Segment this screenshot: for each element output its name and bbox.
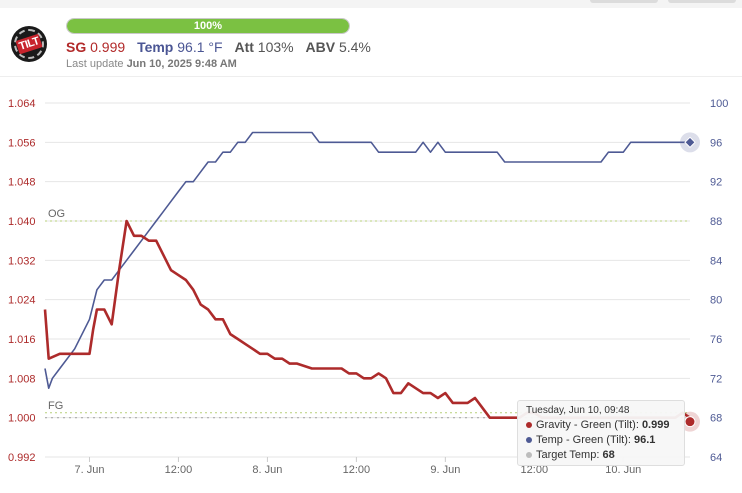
temp-stat: Temp 96.1 °F (137, 39, 223, 55)
temp-label: Temp (137, 39, 174, 55)
att-value: 103% (257, 39, 294, 55)
header-divider (0, 76, 742, 77)
y-right-tick-label: 68 (710, 413, 722, 425)
y-right-tick-label: 76 (710, 334, 722, 346)
tooltip-temp-value: 96.1 (634, 434, 656, 446)
sg-label: SG (66, 39, 87, 55)
last-update: Last update Jun 10, 2025 9:48 AM (66, 58, 237, 70)
last-update-value: Jun 10, 2025 9:48 AM (126, 58, 237, 70)
sg-stat: SG 0.999 (66, 39, 125, 55)
x-tick-label: 9. Jun (430, 464, 460, 476)
tooltip-gravity-value: 0.999 (641, 419, 670, 431)
tilt-logo: TILT (11, 26, 47, 62)
temp-dot-icon (526, 437, 532, 444)
x-tick-label: 12:00 (343, 464, 371, 476)
y-left-tick-label: 0.992 (8, 452, 36, 464)
top-strip (0, 0, 742, 8)
gravity-dot-icon (526, 422, 532, 429)
logo-ring (14, 29, 44, 59)
y-right-tick-label: 88 (710, 216, 722, 228)
y-left-tick-label: 1.008 (8, 373, 36, 385)
tooltip-target-label: Target Temp: (536, 449, 603, 461)
y-left-tick-label: 1.024 (8, 295, 36, 307)
att-label: Att (234, 39, 254, 55)
fermentation-progress-bar: 100% (66, 18, 350, 34)
sg-value: 0.999 (90, 39, 126, 55)
y-right-tick-label: 72 (710, 373, 722, 385)
y-right-tick-label: 84 (710, 255, 722, 267)
stats-line: SG 0.999 Temp 96.1 °F Att 103% ABV 5.4% (66, 39, 379, 55)
temp-value: 96.1 °F (177, 39, 223, 55)
plot-line-label-og: OG (48, 208, 65, 220)
x-tick-label: 12:00 (165, 464, 193, 476)
temp-series-line (44, 131, 690, 389)
x-tick-label: 10. Jun (605, 464, 641, 476)
y-right-tick-label: 100 (710, 98, 728, 110)
y-right-tick-label: 96 (710, 137, 722, 149)
tooltip-row-gravity: Gravity - Green (Tilt): 0.999 (526, 418, 676, 433)
tooltip-gravity-label: Gravity - Green (Tilt): (536, 419, 642, 431)
tooltip-temp-label: Temp - Green (Tilt): (536, 434, 634, 446)
att-stat: Att 103% (234, 39, 293, 55)
y-left-tick-label: 1.064 (8, 98, 36, 110)
x-tick-label: 12:00 (521, 464, 549, 476)
plot-line-label-fg: FG (48, 400, 63, 412)
y-right-tick-label: 92 (710, 177, 722, 189)
tooltip-row-target: Target Temp: 68 (526, 448, 676, 463)
y-left-tick-label: 1.040 (8, 216, 36, 228)
y-left-tick-label: 1.048 (8, 177, 36, 189)
y-right-tick-label: 80 (710, 295, 722, 307)
tooltip-target-value: 68 (602, 449, 615, 461)
y-left-tick-label: 1.016 (8, 334, 36, 346)
y-left-tick-label: 1.032 (8, 255, 36, 267)
gravity-hover-marker (684, 416, 696, 428)
y-left-tick-label: 1.000 (8, 413, 36, 425)
x-tick-label: 8. Jun (252, 464, 282, 476)
abv-stat: ABV 5.4% (305, 39, 370, 55)
gravity-series-line (43, 219, 691, 419)
abv-label: ABV (305, 39, 336, 55)
last-update-label: Last update (66, 58, 124, 70)
tooltip-header: Tuesday, Jun 10, 09:48 (526, 405, 630, 416)
x-tick-label: 7. Jun (74, 464, 104, 476)
progress-fill (67, 19, 349, 33)
target-dot-icon (526, 452, 532, 459)
y-left-tick-label: 1.056 (8, 137, 36, 149)
abv-value: 5.4% (338, 39, 371, 55)
top-tab[interactable] (590, 0, 658, 3)
progress-label: 100% (193, 20, 223, 32)
y-right-tick-label: 64 (710, 452, 722, 464)
temp-hover-marker (684, 136, 696, 149)
top-tab[interactable] (668, 0, 736, 3)
chart-tooltip: Tuesday, Jun 10, 09:48 Gravity - Green (… (517, 400, 685, 466)
tooltip-row-temp: Temp - Green (Tilt): 96.1 (526, 433, 676, 448)
